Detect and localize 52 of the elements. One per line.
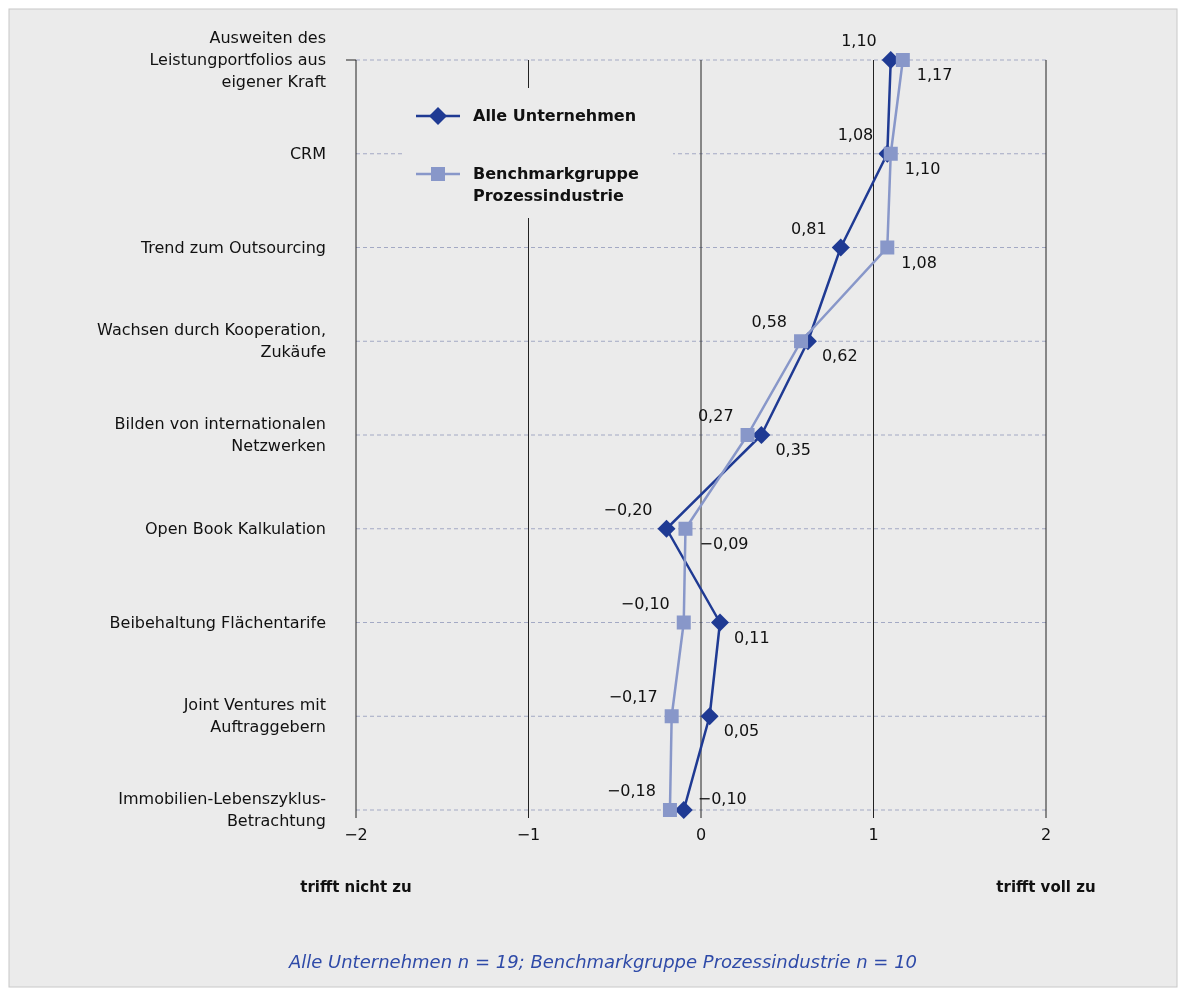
y-tick-label: CRM — [289, 143, 326, 163]
data-label: −0,18 — [606, 781, 656, 800]
text: Alle Unternehmen n = 19; Benchmarkgruppe Prozessindustrie n = 10 — [287, 951, 918, 972]
point — [794, 334, 809, 349]
data-label: 0,81 — [791, 218, 827, 238]
point — [662, 803, 677, 817]
x-tick-label: 2 — [1040, 825, 1052, 844]
point — [664, 709, 679, 724]
point — [895, 53, 910, 67]
y-tick-label: Open Book Kalkulation — [145, 518, 326, 538]
point — [880, 240, 895, 255]
data-label: −0,10 — [697, 789, 747, 808]
x-tick-label: −2 — [344, 825, 368, 844]
y-tick-label: Bilden von internationalen Netzwerken — [114, 413, 326, 455]
point — [678, 521, 693, 536]
data-label: −0,20 — [603, 499, 653, 519]
x-tick-label: 0 — [695, 825, 707, 844]
point — [752, 426, 771, 444]
data-label: 1,08 — [901, 252, 937, 272]
legend-label: Benchmarkgruppe Prozessindustrie — [473, 163, 639, 205]
point — [700, 707, 719, 726]
data-label: −0,09 — [699, 533, 749, 553]
data-label: 0,27 — [697, 406, 734, 425]
y-tick-label: Ausweiten des Leistungportfolios aus eigener Kraft — [149, 27, 326, 91]
legend-label: Alle Unternehmen — [473, 105, 637, 125]
text: trifft nicht zu — [300, 878, 412, 896]
text: trifft voll zu — [996, 878, 1096, 896]
data-label: 1,08 — [837, 124, 874, 144]
data-label: 1,17 — [916, 65, 953, 84]
y-tick-label: Immobilien-Lebenszyklus-Betrachtung — [118, 788, 326, 830]
point — [710, 613, 729, 632]
y-tick-label: Joint Ventures mit Auftraggebern — [182, 694, 326, 736]
point — [740, 428, 755, 442]
data-label: 0,58 — [751, 312, 788, 332]
point — [831, 238, 850, 257]
data-label: 0,05 — [723, 721, 760, 741]
data-label: 1,10 — [904, 158, 941, 178]
data-label: −0,17 — [608, 687, 658, 707]
point — [657, 519, 676, 538]
y-tick-label: Trend zum Outsourcing — [139, 237, 326, 256]
y-tick-label: Wachsen durch Kooperation, Zukäufe — [97, 319, 326, 361]
y-tick-label: Beibehaltung Flächentarife — [109, 612, 326, 631]
x-tick-label: 1 — [868, 825, 879, 844]
data-label: 0,62 — [821, 346, 858, 366]
point — [674, 801, 693, 819]
data-label: 0,11 — [733, 627, 770, 647]
point — [676, 615, 691, 630]
data-label: −0,10 — [620, 593, 670, 613]
x-tick-label: −1 — [516, 825, 541, 844]
data-label: 0,35 — [775, 440, 811, 459]
point — [883, 146, 898, 161]
data-label: 1,10 — [841, 31, 877, 50]
